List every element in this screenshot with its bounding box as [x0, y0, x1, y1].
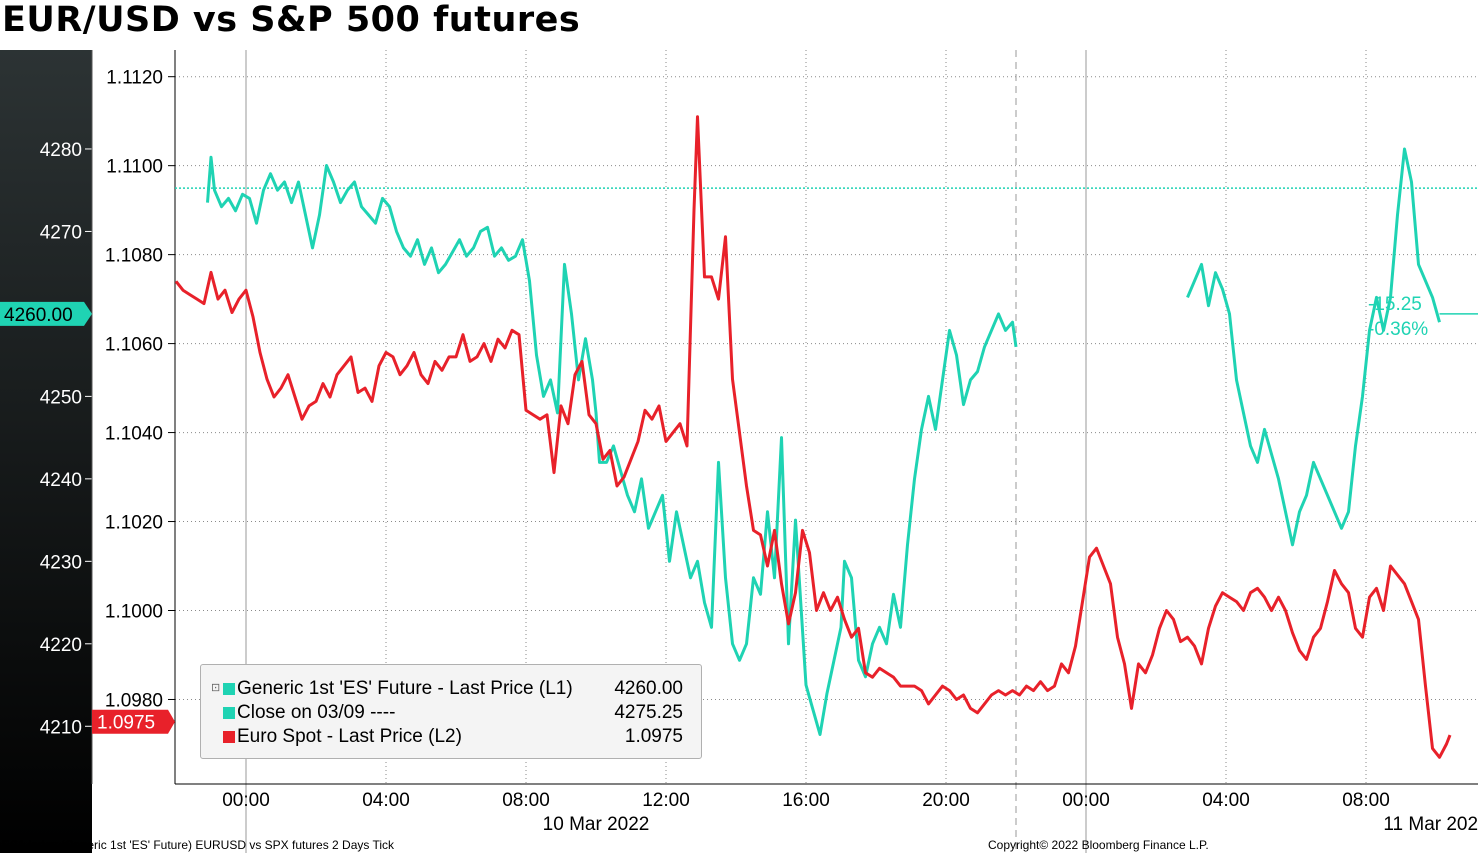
x-axis-date-label: 10 Mar 2022	[543, 814, 650, 835]
x-axis-tick-label: 08:00	[502, 790, 550, 811]
right-current-value: 1.0975	[97, 713, 155, 734]
chart-title: EUR/USD vs S&P 500 futures	[2, 0, 581, 40]
legend-swatch-es	[223, 683, 235, 695]
x-axis-tick-label: 00:00	[1062, 790, 1110, 811]
x-axis-tick-label: 04:00	[1202, 790, 1250, 811]
legend-swatch-euro	[223, 731, 235, 743]
series-layer	[175, 115, 1478, 759]
euro-spot-line-segment-0	[175, 115, 1452, 759]
legend-value-es: 4260.00	[614, 678, 683, 699]
right-axis-tick-label: 1.1100	[106, 157, 163, 178]
left-axis-tick-label: 4280	[40, 140, 82, 161]
left-axis-tick-label: 4220	[40, 635, 82, 656]
x-axis-tick-label: 04:00	[362, 790, 410, 811]
left-axis-panel	[0, 50, 92, 853]
legend-value-close: 4275.25	[614, 702, 683, 723]
legend-bracket-icon: ⊡	[211, 682, 221, 694]
legend-label-euro: Euro Spot - Last Price (L2)	[237, 726, 462, 747]
left-axis-tick-label: 4210	[40, 717, 82, 738]
right-axis-panel	[92, 50, 175, 784]
legend-label-es: Generic 1st 'ES' Future - Last Price (L1…	[237, 678, 573, 699]
x-axis-date-label: 11 Mar 2022	[1383, 814, 1478, 835]
x-axis-tick-label: 00:00	[222, 790, 270, 811]
left-axis-tick-label: 4230	[40, 552, 82, 573]
left-current-value: 4260.00	[4, 305, 73, 326]
es-future-line-segment-0	[206, 155, 1018, 736]
right-axis-tick-label: 1.1000	[105, 602, 163, 623]
legend-swatch-close	[223, 707, 235, 719]
legend: ⊡ Generic 1st 'ES' Future - Last Price (…	[200, 664, 702, 759]
x-axis-tick-label: 16:00	[782, 790, 830, 811]
right-axis: 1.0980 1.1000 1.1020 1.1040 1.1060 1.1080 1.11…	[91, 50, 176, 784]
footer-copyright: Copyright© 2022 Bloomberg Finance L.P.	[988, 838, 1209, 852]
x-axis: 00:00 04:00 08:00 12:00 16:00 20:00 00:00 04:00…	[175, 783, 1478, 835]
right-axis-tick-label: 1.1080	[105, 246, 163, 267]
right-axis-tick-label: 1.1040	[105, 424, 163, 445]
legend-label-close: Close on 03/09 ----	[237, 702, 396, 723]
footer-source: ES1 Index (Generic 1st 'ES' Future) EURU…	[2, 838, 395, 852]
x-axis-tick-label: 08:00	[1342, 790, 1390, 811]
legend-value-euro: 1.0975	[624, 726, 683, 747]
right-axis-tick-label: 1.1120	[106, 68, 163, 89]
legend-row-es-future: ⊡ Generic 1st 'ES' Future - Last Price (…	[209, 677, 693, 701]
right-current-badge	[92, 709, 175, 734]
left-current-badge	[0, 301, 92, 326]
legend-row-close: Close on 03/09 ---- 4275.25	[209, 701, 693, 725]
change-absolute: -15.25	[1368, 294, 1422, 315]
value-labels: 4260.00 1.0975 -15.25 -0.36%	[0, 294, 1478, 734]
es-future-line-segment-1	[1186, 147, 1441, 547]
right-axis-tick-label: 1.1060	[105, 335, 163, 356]
change-percent: -0.36%	[1368, 319, 1428, 340]
right-axis-tick-label: 1.0980	[105, 690, 163, 711]
x-axis-tick-label: 12:00	[642, 790, 690, 811]
legend-row-euro: Euro Spot - Last Price (L2) 1.0975	[209, 725, 693, 749]
x-axis-tick-label: 20:00	[922, 790, 970, 811]
left-axis-tick-label: 4270	[40, 222, 82, 243]
right-axis-tick-label: 1.1020	[105, 513, 163, 534]
left-axis-tick-label: 4240	[40, 470, 82, 491]
left-axis-tick-label: 4250	[40, 387, 82, 408]
